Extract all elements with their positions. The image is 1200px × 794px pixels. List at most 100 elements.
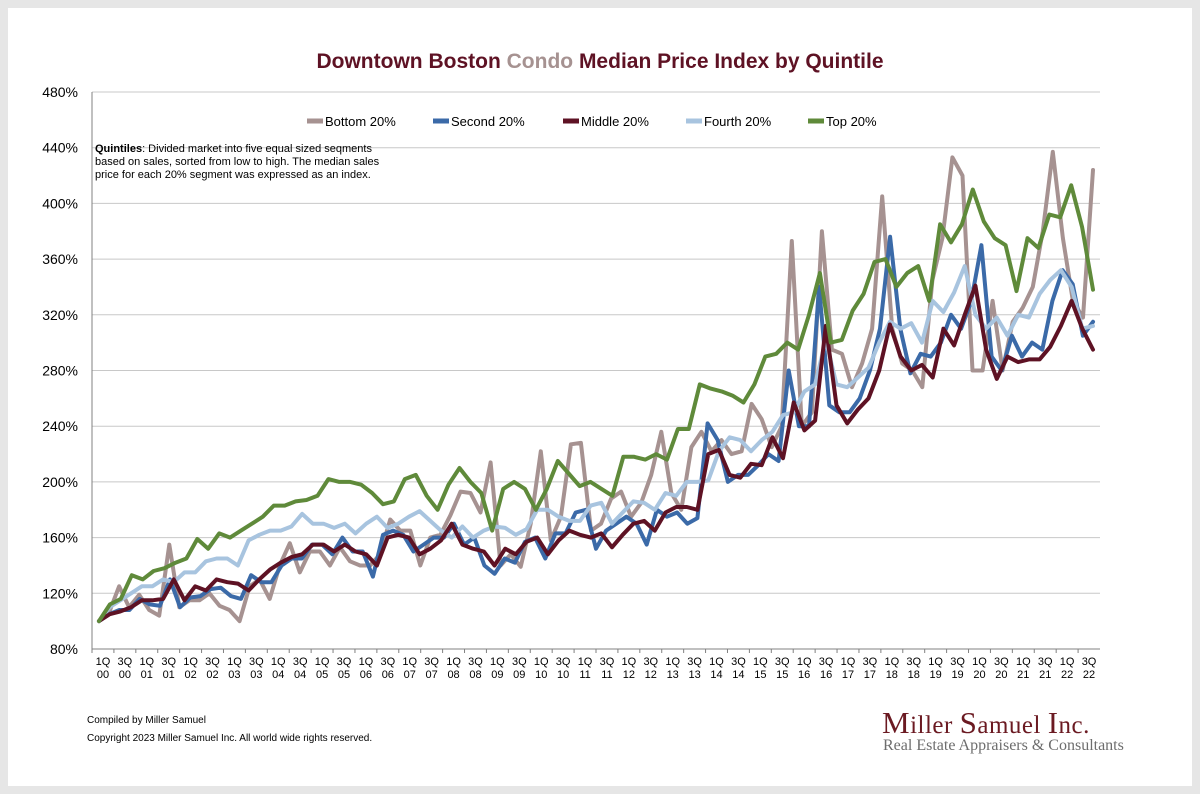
- compiled-by: Compiled by Miller Samuel: [87, 715, 206, 726]
- x-tick-label-year: 00: [119, 669, 131, 681]
- x-tick-label-year: 13: [688, 669, 700, 681]
- series-line-fourth: [97, 264, 1095, 624]
- x-tick-label-quarter: 1Q: [578, 656, 593, 668]
- x-tick-label-year: 09: [513, 669, 525, 681]
- x-tick-label-year: 17: [864, 669, 876, 681]
- x-tick-label-year: 02: [184, 669, 196, 681]
- series-line-middle: [97, 283, 1095, 624]
- x-tick-label-quarter: 3Q: [468, 656, 483, 668]
- series-line-bottom: [97, 149, 1095, 624]
- x-tick-label-year: 03: [228, 669, 240, 681]
- legend-label-bottom: Bottom 20%: [325, 114, 396, 129]
- x-tick-label-quarter: 3Q: [249, 656, 264, 668]
- x-tick-label-quarter: 3Q: [863, 656, 878, 668]
- x-tick-label-quarter: 3Q: [819, 656, 834, 668]
- x-tick-label-year: 07: [404, 669, 416, 681]
- x-tick-label-quarter: 1Q: [402, 656, 417, 668]
- x-tick-label-quarter: 3Q: [118, 656, 133, 668]
- x-tick-label-quarter: 1Q: [271, 656, 286, 668]
- x-tick-label-quarter: 1Q: [96, 656, 111, 668]
- y-tick-label: 80%: [50, 641, 78, 657]
- x-tick-label-year: 20: [973, 669, 985, 681]
- x-tick-label-year: 18: [908, 669, 920, 681]
- grid-layer: [92, 91, 1100, 650]
- title-highlight: Condo: [506, 50, 574, 73]
- chart-title: Downtown Boston Condo Median Price Index…: [8, 50, 1192, 74]
- x-tick-label-year: 02: [206, 669, 218, 681]
- x-tick-label-year: 15: [754, 669, 766, 681]
- x-tick-label-year: 12: [623, 669, 635, 681]
- x-tick-label-year: 21: [1017, 669, 1029, 681]
- title-part-3: Median Price Index by Quintile: [573, 50, 884, 73]
- x-tick-label-quarter: 1Q: [622, 656, 637, 668]
- legend-label-fourth: Fourth 20%: [704, 114, 772, 129]
- x-tick-label-quarter: 1Q: [884, 656, 899, 668]
- x-tick-label-year: 17: [842, 669, 854, 681]
- y-tick-label: 440%: [42, 140, 78, 156]
- x-tick-label-quarter: 3Q: [950, 656, 965, 668]
- x-tick-label-year: 16: [820, 669, 832, 681]
- x-tick-label-year: 00: [97, 669, 109, 681]
- x-tick-label-quarter: 1Q: [928, 656, 943, 668]
- legend-label-top: Top 20%: [826, 114, 877, 129]
- x-tick-label-year: 10: [535, 669, 547, 681]
- x-tick-label-quarter: 1Q: [665, 656, 680, 668]
- series-layer: [97, 149, 1095, 624]
- x-tick-label-year: 11: [579, 669, 590, 681]
- x-tick-label-quarter: 3Q: [775, 656, 790, 668]
- x-tick-label-year: 06: [360, 669, 372, 681]
- x-tick-label-year: 06: [382, 669, 394, 681]
- x-tick-label-year: 08: [469, 669, 481, 681]
- x-tick-label-quarter: 1Q: [1016, 656, 1031, 668]
- x-tick-label-quarter: 1Q: [490, 656, 505, 668]
- x-tick-label-quarter: 1Q: [972, 656, 987, 668]
- y-tick-label: 240%: [42, 418, 78, 434]
- y-tick-label: 160%: [42, 530, 78, 546]
- x-tick-label-year: 01: [163, 669, 175, 681]
- x-tick-label-quarter: 3Q: [556, 656, 571, 668]
- x-tick-label-year: 09: [491, 669, 503, 681]
- x-tick-label-quarter: 3Q: [906, 656, 921, 668]
- x-tick-label-year: 04: [272, 669, 284, 681]
- x-tick-label-year: 19: [930, 669, 942, 681]
- x-tick-label-quarter: 3Q: [424, 656, 439, 668]
- x-tick-label-quarter: 3Q: [1082, 656, 1097, 668]
- x-tick-label-quarter: 1Q: [446, 656, 461, 668]
- x-tick-label-quarter: 3Q: [687, 656, 702, 668]
- x-tick-label-year: 08: [447, 669, 459, 681]
- x-tick-label-quarter: 3Q: [205, 656, 220, 668]
- company-logo-name: Miller Samuel Inc.: [882, 705, 1090, 740]
- x-tick-label-year: 18: [886, 669, 898, 681]
- note-text: : Divided market into five equal sized s…: [95, 143, 380, 181]
- x-tick-label-quarter: 3Q: [731, 656, 746, 668]
- x-tick-label-year: 21: [1039, 669, 1051, 681]
- x-tick-label-year: 03: [250, 669, 262, 681]
- y-tick-label: 360%: [42, 251, 78, 267]
- legend-label-middle: Middle 20%: [581, 114, 649, 129]
- y-tick-label: 480%: [42, 84, 78, 100]
- x-tick-label-year: 22: [1061, 669, 1073, 681]
- y-tick-label: 200%: [42, 474, 78, 490]
- y-tick-label: 280%: [42, 363, 78, 379]
- x-tick-label-year: 14: [710, 669, 722, 681]
- x-tick-label-quarter: 3Q: [600, 656, 615, 668]
- x-tick-label-quarter: 1Q: [534, 656, 549, 668]
- x-tick-label-quarter: 1Q: [709, 656, 724, 668]
- x-tick-label-quarter: 3Q: [643, 656, 658, 668]
- x-tick-label-quarter: 3Q: [512, 656, 527, 668]
- note-lead: Quintiles: [95, 143, 143, 155]
- x-tick-label-year: 14: [732, 669, 744, 681]
- y-tick-label: 400%: [42, 195, 78, 211]
- x-tick-label-year: 04: [294, 669, 306, 681]
- title-part-1: Downtown Boston: [316, 50, 507, 73]
- x-tick-label-quarter: 1Q: [359, 656, 374, 668]
- axis-layer: 80% 120% 160% 200% 240% 280% 320% 360% 400% 440% 4…: [42, 84, 1097, 681]
- x-tick-label-year: 05: [338, 669, 350, 681]
- x-tick-label-quarter: 1Q: [1060, 656, 1075, 668]
- x-tick-label-quarter: 3Q: [293, 656, 308, 668]
- x-tick-label-year: 15: [776, 669, 788, 681]
- company-tagline: Real Estate Appraisers & Consultants: [883, 737, 1124, 754]
- x-tick-label-quarter: 1Q: [183, 656, 198, 668]
- copyright-text: Copyright 2023 Miller Samuel Inc. All wo…: [87, 733, 373, 744]
